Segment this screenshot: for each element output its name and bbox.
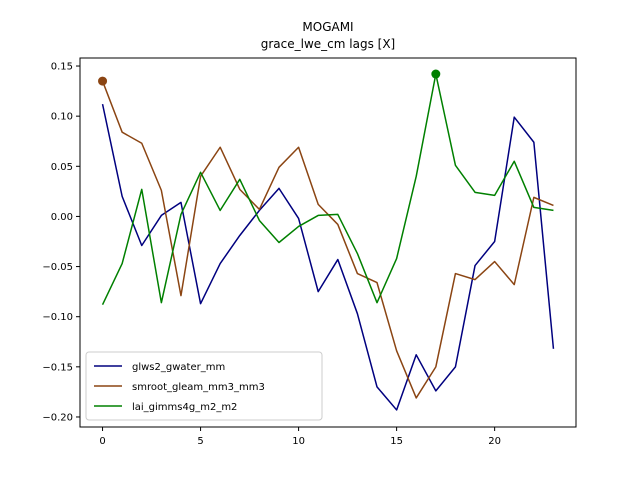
chart-subtitle: grace_lwe_cm lags [X] — [261, 37, 395, 51]
legend-label-smroot_gleam_mm3_mm3: smroot_gleam_mm3_mm3 — [132, 382, 265, 393]
y-tick-label: 0.15 — [51, 62, 73, 73]
legend-box — [85, 351, 323, 421]
series-line-smroot_gleam_mm3_mm3 — [101, 80, 554, 399]
y-tick-label: 0.05 — [51, 162, 73, 173]
legend-label-lai_gimms4g_m2_m2: lai_gimms4g_m2_m2 — [132, 402, 237, 413]
legend: glws2_gwater_mm smroot_gleam_mm3_mm3 lai_g… — [85, 351, 323, 421]
x-tick-label: 5 — [197, 436, 203, 447]
chart-title: MOGAMI — [302, 20, 353, 34]
series-line-lai_gimms4g_m2_m2 — [101, 73, 554, 305]
x-tick-label: 20 — [488, 436, 501, 447]
y-tick-label: −0.15 — [42, 362, 73, 373]
x-tick-label: 10 — [292, 436, 305, 447]
y-tick-label: 0.00 — [51, 212, 73, 223]
plot-layer — [98, 69, 555, 411]
x-tick-label: 0 — [99, 436, 105, 447]
x-axis: 0 5 10 15 20 — [99, 427, 501, 447]
max-marker-lai_gimms4g_m2_m2 — [431, 69, 441, 79]
y-tick-label: −0.20 — [42, 412, 73, 423]
legend-label-glws2_gwater_mm: glws2_gwater_mm — [132, 362, 225, 373]
max-marker-smroot_gleam_mm3_mm3 — [98, 76, 108, 86]
y-tick-label: −0.10 — [42, 312, 73, 323]
x-tick-label: 15 — [390, 436, 403, 447]
y-axis: −0.20 −0.15 −0.10 −0.05 0.00 0.05 0.10 0.15 — [42, 62, 80, 423]
series-line-glws2_gwater_mm — [101, 103, 555, 411]
y-tick-label: −0.05 — [42, 262, 73, 273]
y-tick-label: 0.10 — [51, 112, 73, 123]
plot-frame — [79, 57, 577, 428]
